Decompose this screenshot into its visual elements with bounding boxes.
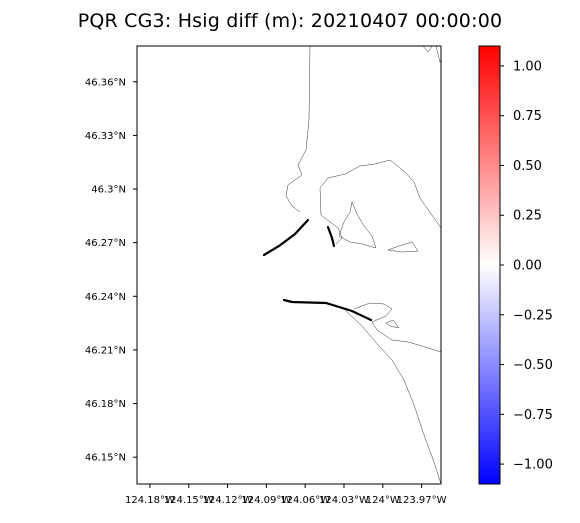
- transect-north-1: [262, 218, 310, 257]
- colorbar-tick-label: −0.25: [513, 308, 553, 323]
- colorbar-tick-label: 0.75: [513, 109, 542, 124]
- lat-tick-label: 46.36°N: [85, 77, 126, 88]
- lon-tick-label: 124.09°W: [241, 495, 291, 506]
- north-coastline: [285, 46, 311, 213]
- transect-lines: [262, 218, 373, 322]
- lon-tick-label: 124.15°W: [164, 495, 214, 506]
- south-shoreline: [353, 302, 441, 353]
- latitude-axis: 46.36°N 46.33°N 46.3°N 46.27°N 46.24°N 46.21°…: [85, 77, 137, 464]
- colorbar-tick-label: 0.50: [513, 159, 542, 174]
- colorbar: [478, 45, 501, 485]
- lat-tick-label: 46.21°N: [85, 345, 126, 356]
- lat-tick-label: 46.27°N: [85, 238, 126, 249]
- map-panel: [137, 46, 441, 484]
- lon-tick-label: 124°W: [366, 495, 400, 506]
- lon-tick-label: 124.06°W: [280, 495, 330, 506]
- lat-tick-label: 46.24°N: [85, 292, 126, 303]
- lon-tick-label: 124.03°W: [319, 495, 369, 506]
- map-border: [136, 45, 442, 485]
- bay-shoreline: [319, 159, 441, 229]
- coastline: [285, 46, 441, 484]
- lat-tick-label: 46.15°N: [85, 453, 126, 464]
- lat-tick-label: 46.3°N: [91, 185, 126, 196]
- colorbar-tick-label: 1.00: [513, 59, 542, 74]
- lon-tick-label: 124.12°W: [203, 495, 253, 506]
- long-south-coast: [344, 309, 441, 484]
- south-islet: [385, 319, 400, 329]
- lat-tick-label: 46.18°N: [85, 399, 126, 410]
- colorbar-axis: 1.00 0.75 0.50 0.25 0.00 −0.25 −0.50 −0.75 −1.00: [500, 59, 553, 473]
- colorbar-tick-label: −0.75: [513, 408, 553, 423]
- lat-tick-label: 46.33°N: [85, 131, 126, 142]
- lon-tick-label: 124.18°W: [125, 495, 175, 506]
- inner-shore: [320, 214, 343, 245]
- lon-tick-label: 123.97°W: [397, 495, 447, 506]
- colorbar-tick-label: −0.50: [513, 358, 553, 373]
- transect-north-2: [326, 225, 336, 248]
- transect-south: [282, 298, 373, 322]
- island-small: [387, 241, 419, 253]
- longitude-axis: 124.18°W124.15°W124.12°W124.09°W124.06°W…: [125, 484, 447, 506]
- colorbar-tick-label: 0.25: [513, 209, 542, 224]
- colorbar-tick-label: −1.00: [513, 458, 553, 473]
- island-east: [338, 201, 377, 249]
- colorbar-tick-label: 0.00: [513, 259, 542, 274]
- map-title: PQR CG3: Hsig diff (m): 20210407 00:00:0…: [77, 10, 503, 32]
